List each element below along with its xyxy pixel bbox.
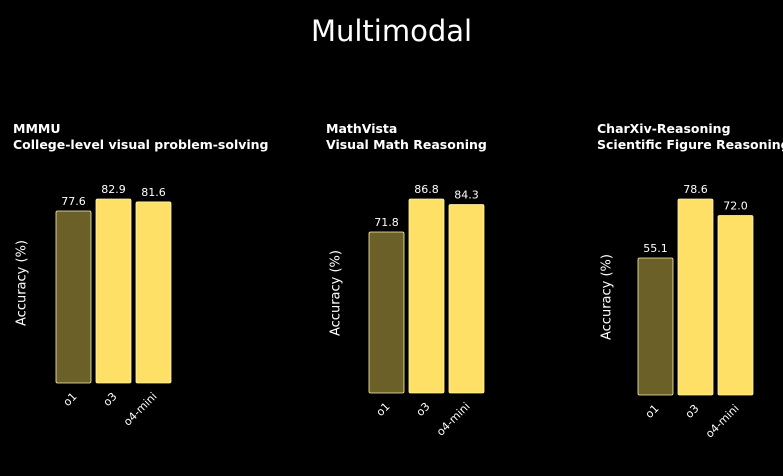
chart-subtitle: Visual Math Reasoning [326, 137, 487, 152]
bar-value-label: 84.3 [454, 189, 479, 202]
chart-title-main: MathVista [326, 121, 398, 136]
y-axis-label: Accuracy (%) [329, 250, 344, 336]
chart-subtitle: College-level visual problem-solving [13, 137, 269, 152]
chart-title: CharXiv-Reasoning Scientific Figure Reas… [597, 121, 783, 153]
bar-value-label: 78.6 [683, 183, 708, 196]
x-tick-label: o3 [683, 402, 702, 421]
x-tick-label: o1 [643, 402, 662, 421]
bar-value-label: 55.1 [643, 242, 668, 255]
bar-o1 [368, 231, 405, 394]
bar-o3 [408, 198, 445, 394]
chart-title: MathVista Visual Math Reasoning [326, 121, 487, 153]
y-axis-label: Accuracy (%) [15, 240, 30, 326]
chart-title: MMMU College-level visual problem-solvin… [13, 121, 269, 153]
bar-o3 [677, 198, 714, 396]
bar-value-label: 77.6 [61, 195, 86, 208]
bar-o4-mini [448, 204, 485, 394]
page-title: Multimodal [310, 14, 473, 48]
bar-o1 [55, 210, 92, 384]
x-tick-label: o4-mini [703, 402, 742, 441]
bar-o3 [95, 198, 132, 384]
bar-value-label: 72.0 [723, 200, 748, 213]
bar-o4-mini [717, 215, 754, 396]
bar-o1 [637, 257, 674, 396]
bar-value-label: 71.8 [374, 216, 399, 229]
bar-value-label: 82.9 [101, 183, 126, 196]
chart-title-main: MMMU [13, 121, 61, 136]
bar-value-label: 86.8 [414, 183, 439, 196]
chart-title-main: CharXiv-Reasoning [597, 121, 731, 136]
y-axis-label: Accuracy (%) [600, 254, 615, 340]
bar-value-label: 81.6 [141, 186, 166, 199]
chart-subtitle: Scientific Figure Reasoning [597, 137, 783, 152]
bar-o4-mini [135, 201, 172, 384]
